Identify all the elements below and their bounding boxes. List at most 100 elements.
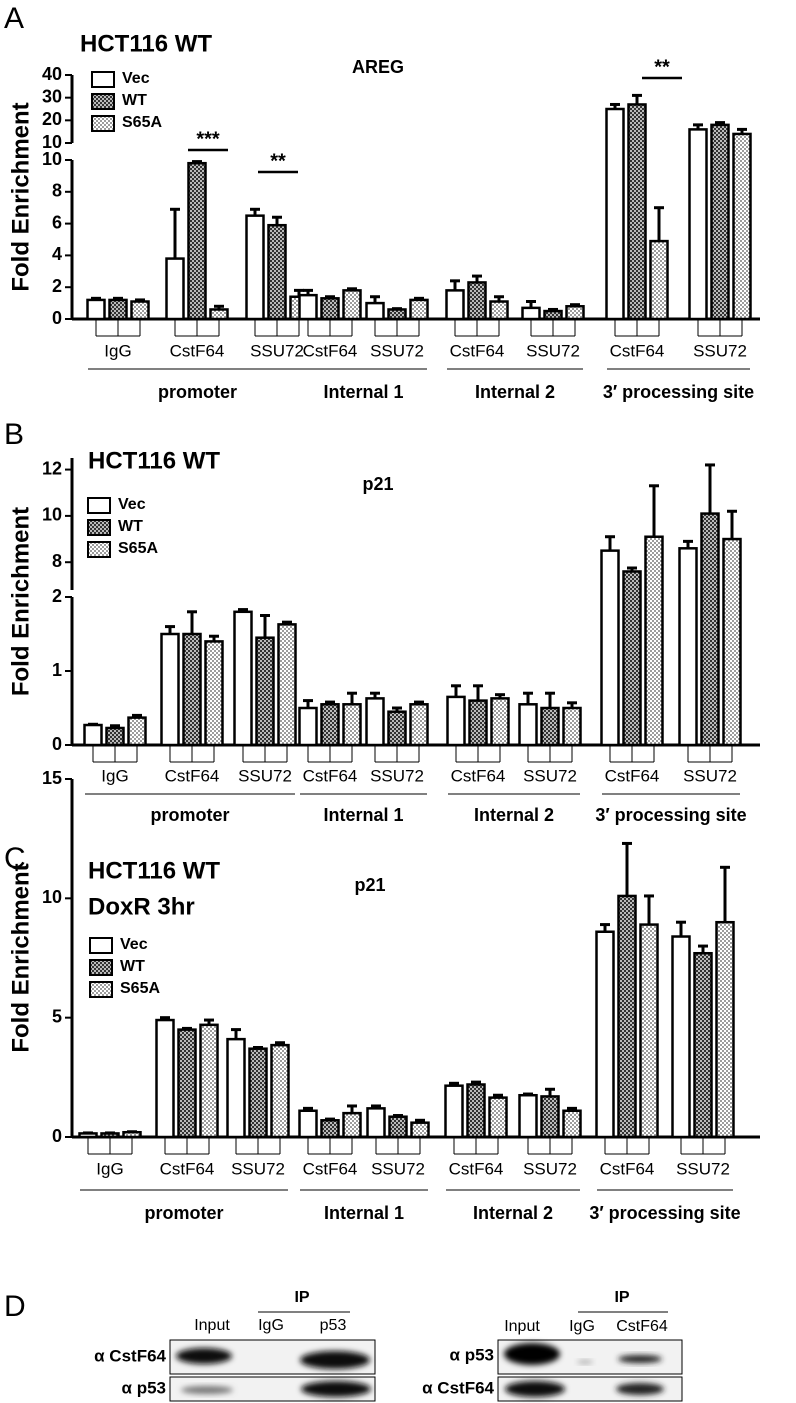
bar bbox=[365, 301, 385, 321]
x-tick-label: SSU72 bbox=[371, 1159, 425, 1178]
bar bbox=[155, 1018, 175, 1139]
significance-label: *** bbox=[196, 128, 220, 150]
region-label: Internal 2 bbox=[475, 382, 555, 402]
chart-subtitle: p21 bbox=[362, 474, 393, 494]
bar bbox=[540, 706, 560, 747]
significance-label: ** bbox=[270, 150, 286, 172]
bar bbox=[83, 723, 103, 747]
chart: C HCT116 WT DoxR 3hr p21 Fold Enrichment 0 5 10… bbox=[4, 768, 760, 1223]
bar bbox=[387, 308, 407, 321]
chart-treatment: DoxR 3hr bbox=[88, 893, 195, 920]
x-tick-label: SSU72 bbox=[693, 341, 747, 360]
y-tick-label: 5 bbox=[52, 1006, 62, 1026]
x-tick-label: CstF64 bbox=[170, 341, 225, 360]
x-tick-label: SSU72 bbox=[238, 766, 292, 785]
legend-swatch bbox=[87, 541, 111, 558]
legend-label: Vec bbox=[122, 70, 150, 87]
bar bbox=[298, 706, 318, 747]
region-label: Internal 2 bbox=[473, 1203, 553, 1223]
y-tick-label: 40 bbox=[42, 64, 62, 84]
legend-swatch bbox=[87, 519, 111, 536]
x-tick-label: SSU72 bbox=[250, 341, 304, 360]
x-tick-label: SSU72 bbox=[231, 1159, 285, 1178]
y-tick-label: 10 bbox=[42, 505, 62, 525]
legend-label: S65A bbox=[118, 540, 158, 557]
bar bbox=[540, 1095, 560, 1139]
bar bbox=[245, 214, 265, 321]
region-label: Internal 1 bbox=[323, 382, 403, 402]
ip-label: IP bbox=[614, 1289, 629, 1306]
y-tick-label: 0 bbox=[52, 308, 62, 328]
bar bbox=[127, 716, 147, 747]
bar bbox=[298, 293, 318, 321]
bar bbox=[518, 703, 538, 747]
bar bbox=[732, 132, 752, 321]
bar bbox=[199, 1023, 219, 1139]
y-tick-label: 30 bbox=[42, 86, 62, 106]
region-label: promoter bbox=[144, 1203, 223, 1223]
y-tick-label: 10 bbox=[42, 149, 62, 169]
band bbox=[618, 1355, 662, 1363]
bar bbox=[342, 1111, 362, 1139]
bar bbox=[649, 239, 669, 321]
y-tick-label: 0 bbox=[52, 734, 62, 754]
bar bbox=[130, 300, 150, 321]
bar bbox=[565, 305, 585, 321]
panel-label: B bbox=[4, 418, 24, 451]
x-tick-label: CstF64 bbox=[605, 766, 660, 785]
x-tick-label: CstF64 bbox=[600, 1159, 655, 1178]
region-label: promoter bbox=[150, 805, 229, 825]
x-tick-label: CstF64 bbox=[165, 766, 220, 785]
band bbox=[616, 1383, 664, 1395]
bar bbox=[543, 309, 563, 321]
row-label: α CstF64 bbox=[94, 1346, 166, 1365]
bar bbox=[639, 923, 659, 1139]
x-tick-label: CstF64 bbox=[450, 341, 505, 360]
lane-label: p53 bbox=[320, 1317, 347, 1334]
x-tick-label: CstF64 bbox=[303, 341, 358, 360]
bar bbox=[409, 703, 429, 747]
legend-label: Vec bbox=[118, 496, 146, 513]
legend-swatch bbox=[89, 937, 113, 954]
panel-label: A bbox=[4, 2, 24, 35]
y-tick-label: 2 bbox=[52, 276, 62, 296]
legend-swatch bbox=[89, 959, 113, 976]
bar bbox=[270, 1043, 290, 1139]
bar bbox=[105, 726, 125, 747]
chart-title: HCT116 WT bbox=[88, 857, 220, 884]
x-tick-label: CstF64 bbox=[451, 766, 506, 785]
row-label: α p53 bbox=[122, 1378, 166, 1397]
bar bbox=[466, 1083, 486, 1139]
x-tick-label: CstF64 bbox=[160, 1159, 215, 1178]
band bbox=[301, 1381, 371, 1397]
y-axis-label: Fold Enrichment bbox=[7, 507, 34, 696]
y-tick-label: 8 bbox=[52, 551, 62, 571]
panel-label: D bbox=[4, 1290, 26, 1323]
bar bbox=[226, 1037, 246, 1139]
bar bbox=[490, 697, 510, 747]
lane-label: Input bbox=[194, 1317, 230, 1334]
legend-swatch bbox=[87, 497, 111, 514]
bar bbox=[715, 920, 735, 1139]
x-tick-label: SSU72 bbox=[523, 766, 577, 785]
bar bbox=[605, 107, 625, 321]
y-tick-label: 8 bbox=[52, 181, 62, 201]
bar bbox=[108, 298, 128, 321]
bar bbox=[622, 570, 642, 747]
bar bbox=[409, 298, 429, 321]
legend-label: WT bbox=[122, 92, 147, 109]
bar bbox=[467, 281, 487, 321]
panel-label: C bbox=[4, 842, 26, 875]
y-axis-label: Fold Enrichment bbox=[7, 863, 34, 1052]
x-tick-label: SSU72 bbox=[523, 1159, 577, 1178]
y-tick-label: 10 bbox=[42, 132, 62, 152]
bar bbox=[182, 632, 202, 747]
chart-title: HCT116 WT bbox=[80, 30, 212, 57]
legend-swatch bbox=[91, 93, 115, 110]
lane-label: IgG bbox=[258, 1317, 284, 1334]
bar bbox=[388, 1115, 408, 1139]
bar bbox=[387, 710, 407, 747]
bar bbox=[277, 623, 297, 747]
band bbox=[577, 1360, 593, 1364]
